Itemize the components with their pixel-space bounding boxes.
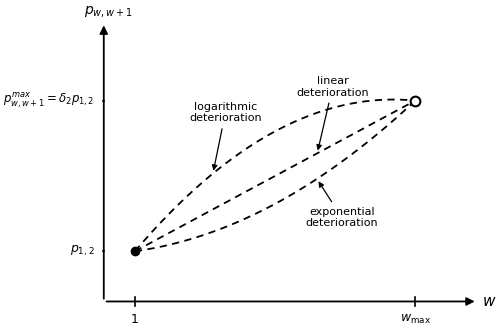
Text: 1: 1 [131, 313, 139, 326]
Text: $p^{max}_{w,w+1} = \delta_2 p_{1,2}$: $p^{max}_{w,w+1} = \delta_2 p_{1,2}$ [3, 91, 94, 110]
Text: exponential
deterioration: exponential deterioration [306, 182, 378, 228]
Text: $p_{w,w+1}$: $p_{w,w+1}$ [84, 5, 133, 20]
Text: $w_{\mathrm{max}}$: $w_{\mathrm{max}}$ [400, 313, 431, 326]
Text: $w$: $w$ [482, 294, 497, 309]
Text: linear
deterioration: linear deterioration [296, 76, 369, 149]
Text: logarithmic
deterioration: logarithmic deterioration [189, 102, 262, 169]
Text: $p_{1,2}$: $p_{1,2}$ [70, 244, 94, 258]
